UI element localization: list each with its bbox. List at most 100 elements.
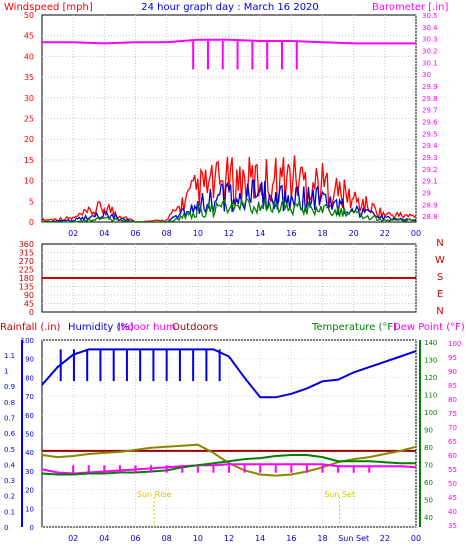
wind-x-tick: 00 [411,229,421,238]
wind-x-tick: 12 [224,229,234,238]
humidity-y-tick: 90 [25,356,34,364]
humidity-y-tick: 10 [25,505,34,513]
barometer-line [42,38,416,45]
wind-y-tick: 35 [24,73,34,82]
baro-y-tick: 29.4 [422,142,438,150]
heat-index-line [41,454,416,476]
rain-y-tick: 0 [4,524,8,532]
wind-y-tick: 0 [29,218,34,227]
rain-y-tick: 0.9 [4,383,15,391]
direction-y-tick: 180 [19,274,34,283]
rain-y-tick: 0.7 [4,415,15,423]
rain-y-tick: 0.3 [4,477,15,485]
direction-compass-label: E [437,289,443,300]
baro-y-tick: 29.5 [422,130,438,138]
humidity-y-tick: 50 [25,431,34,439]
baro-y-tick: 28.8 [422,213,438,221]
temperature-line [41,443,417,477]
bottom-x-tick: 16 [286,534,296,543]
wind-gust-line [41,155,417,223]
wind-y-tick: 25 [24,115,34,124]
wind-x-tick: 18 [317,229,327,238]
wind-x-tick: 08 [162,229,172,238]
dewpoint-y-tick: 55 [448,466,457,474]
bottom-x-tick: 08 [162,534,172,543]
direction-y-tick: 225 [19,266,34,275]
temperature-y-tick: 90 [424,427,433,435]
baro-y-tick: 30.5 [422,12,438,20]
dewpoint-y-tick: 70 [448,424,457,432]
baro-y-tick: 29.2 [422,166,438,174]
wind-x-tick: 04 [99,229,109,238]
sun-annotation: Sun Rise [137,490,172,499]
temperature-y-tick: 60 [424,479,433,487]
dewpoint-y-tick: 60 [448,452,457,460]
temperature-y-tick: 100 [424,409,437,417]
wind-x-tick: 02 [68,229,78,238]
dewpoint-label: Dew Point (°F) [393,322,465,333]
dewpoint-y-tick: 65 [448,438,457,446]
humidity-y-tick: 100 [21,337,34,345]
rain-y-tick: 0.2 [4,493,15,501]
baro-y-tick: 29.9 [422,83,438,91]
baro-y-tick: 29.6 [422,118,438,126]
direction-compass-label: N [436,306,443,317]
temperature-y-tick: 120 [424,374,437,382]
baro-y-tick: 30 [422,71,431,79]
dewpoint-y-tick: 50 [448,480,457,488]
baro-y-tick: 29.1 [422,178,438,186]
wind-x-tick: 22 [380,229,390,238]
bottom-x-tick: 18 [317,534,327,543]
rain-y-tick: 0.8 [4,399,15,407]
direction-y-tick: 270 [19,257,34,266]
direction-compass-label: W [435,255,445,266]
temperature-y-tick: 140 [424,339,437,347]
wind-x-tick: 16 [286,229,296,238]
humidity-y-tick: 70 [25,393,34,401]
indoor-hum-label: Indoor hum [118,322,176,333]
bottom-x-tick: 10 [193,534,203,543]
bottom-x-tick: 04 [99,534,109,543]
header-barometer-label: Barometer [.in] [372,2,448,13]
rain-y-tick: 0.4 [4,461,16,469]
wind-y-tick: 40 [24,52,34,61]
baro-y-tick: 29.8 [422,95,438,103]
temperature-label: Temperature (°F) [311,322,397,333]
dewpoint-y-tick: 45 [448,494,457,502]
baro-y-tick: 29.3 [422,154,438,162]
bottom-x-tick: Sun Set [338,534,369,543]
wind-y-tick: 50 [24,11,34,20]
dewpoint-y-tick: 95 [448,354,457,362]
wind-x-tick: 10 [193,229,203,238]
dewpoint-y-tick: 35 [448,522,457,530]
rain-y-tick: 0.5 [4,446,15,454]
dewpoint-y-tick: 80 [448,396,457,404]
humidity-y-tick: 30 [25,468,34,476]
sun-annotation: Sun Set [324,490,355,499]
temperature-y-tick: 80 [424,444,433,452]
dewpoint-y-tick: 75 [448,410,457,418]
rain-y-tick: 1.1 [4,352,15,360]
direction-compass-label: N [436,238,443,249]
humidity-y-tick: 40 [25,449,34,457]
direction-y-tick: 90 [24,291,34,300]
wind-y-tick: 20 [24,135,34,144]
dewpoint-y-tick: 85 [448,382,457,390]
temperature-y-tick: 40 [424,514,433,522]
humidity-y-tick: 60 [25,412,34,420]
baro-y-tick: 29 [422,189,431,197]
wind-x-tick: 14 [255,229,265,238]
temperature-y-tick: 50 [424,497,433,505]
bottom-x-tick: 12 [224,534,234,543]
wind-low-line [42,197,417,223]
humidity-y-tick: 20 [25,487,34,495]
baro-y-tick: 28.9 [422,201,438,209]
direction-compass-label: S [437,272,443,283]
baro-y-tick: 30.4 [422,24,438,32]
rainfall-label: Rainfall (.in) [0,322,61,333]
bottom-x-tick: 00 [411,534,421,543]
baro-y-tick: 30.3 [422,36,438,44]
wind-y-tick: 5 [29,197,34,206]
